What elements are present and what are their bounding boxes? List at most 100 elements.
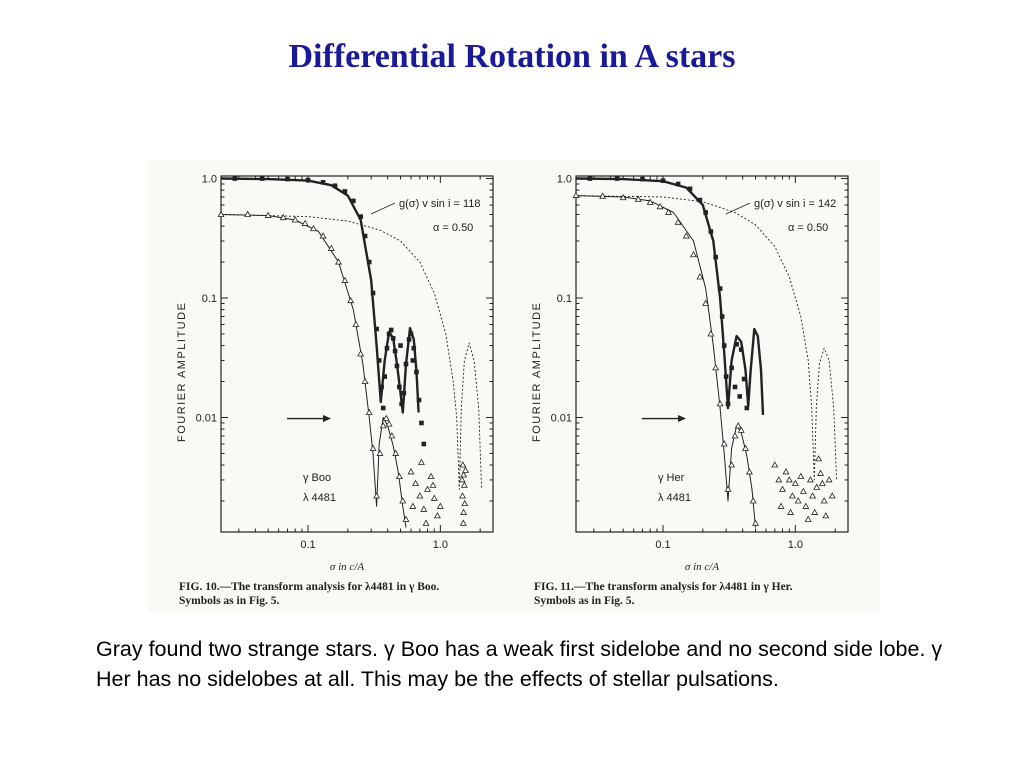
y-axis-label: FOURIER AMPLITUDE: [531, 302, 543, 442]
data-point-triangle: [385, 420, 393, 427]
data-point-triangle: [696, 273, 704, 280]
data-point-triangle: [424, 485, 432, 492]
data-point-triangle: [682, 232, 690, 239]
x-axis-label: σ in c/A: [685, 561, 719, 573]
data-point-square: [640, 176, 645, 182]
data-point-triangle: [279, 213, 287, 221]
data-point-triangle: [742, 444, 749, 451]
data-point-triangle: [752, 519, 759, 526]
data-point-square: [399, 401, 404, 407]
data-point-triangle: [771, 461, 779, 468]
data-point-triangle: [376, 449, 384, 456]
data-point-square: [410, 358, 416, 363]
y-tick-label: 0.01: [551, 412, 572, 424]
data-point-triangle: [407, 468, 415, 475]
data-point-square: [305, 177, 311, 183]
data-point-triangle: [728, 461, 736, 468]
data-point-triangle: [797, 472, 805, 479]
data-point-triangle: [674, 218, 682, 225]
data-point-triangle: [341, 276, 349, 283]
data-point-triangle: [310, 224, 317, 232]
data-point-triangle: [460, 481, 468, 488]
data-point-square: [382, 374, 388, 379]
data-point-triangle: [402, 515, 410, 522]
data-point-triangle: [794, 497, 802, 504]
data-point-square: [719, 314, 725, 319]
data-point-square: [587, 176, 593, 181]
data-point-triangle: [716, 400, 724, 407]
figure-caption-line1: FIG. 10.—The transform analysis for λ448…: [179, 581, 439, 593]
series-line-dashed: [575, 195, 838, 481]
data-point-triangle: [815, 455, 823, 462]
data-point-square: [351, 198, 356, 204]
data-point-triangle: [809, 492, 817, 499]
data-point-triangle: [775, 476, 783, 483]
x-axis-label: σ in c/A: [330, 561, 364, 573]
data-point-triangle: [745, 468, 753, 475]
star-name: γ Boo: [303, 472, 331, 484]
data-point-triangle: [656, 202, 664, 210]
data-point-triangle: [301, 219, 309, 226]
data-point-square: [708, 229, 714, 234]
data-point-square: [320, 179, 326, 185]
data-point-triangle: [646, 198, 654, 205]
data-point-square: [723, 374, 729, 379]
data-point-triangle: [319, 232, 327, 239]
data-point-triangle: [460, 471, 468, 478]
fourier-amplitude-figures: 1.0 0.1 0.01 0.1 1.0 FOURIER AMPLITUDE σ in c/…: [176, 174, 849, 607]
data-point-triangle: [264, 211, 272, 218]
data-point-triangle: [373, 492, 381, 499]
data-point-triangle: [806, 476, 814, 483]
data-point-square: [414, 369, 419, 375]
data-point-square: [285, 176, 290, 182]
data-point-triangle: [599, 192, 607, 199]
data-point-triangle: [785, 476, 793, 483]
data-point-square: [342, 189, 348, 194]
data-point-square: [397, 384, 402, 390]
data-point-square: [232, 176, 238, 181]
data-point-square: [734, 341, 739, 347]
data-point-triangle: [734, 422, 742, 429]
data-point-triangle: [813, 483, 821, 490]
data-point-triangle: [458, 492, 466, 499]
data-point-triangle: [702, 299, 710, 306]
data-point-square: [721, 343, 727, 348]
data-point-square: [392, 348, 398, 354]
data-point-square: [406, 337, 412, 342]
data-point-square: [374, 326, 379, 332]
data-point-square: [332, 183, 338, 189]
data-point-triangle: [802, 502, 810, 509]
series-line-solid-thick: [575, 177, 765, 415]
data-point-square: [416, 397, 422, 403]
data-point-triangle: [462, 466, 470, 473]
plot-frame: [575, 175, 849, 533]
data-point-triangle: [392, 449, 400, 456]
legend-alpha: α = 0.50: [433, 222, 473, 234]
data-point-square: [737, 394, 743, 399]
y-tick-label: 0.01: [196, 412, 217, 424]
legend-vsini: g(σ) v sin i = 118: [399, 198, 480, 210]
data-point-square: [376, 358, 382, 363]
star-wavelength: λ 4481: [303, 492, 336, 504]
data-point-triangle: [665, 208, 672, 215]
data-point-triangle: [420, 505, 428, 512]
data-point-triangle: [787, 508, 795, 515]
data-point-triangle: [433, 512, 441, 519]
data-point-triangle: [731, 432, 739, 439]
data-point-triangle: [825, 476, 833, 483]
data-point-square: [419, 420, 424, 426]
legend-pointer: [370, 202, 396, 215]
figures-scan: 1.0 0.1 0.01 0.1 1.0 FOURIER AMPLITUDE σ in c/…: [148, 160, 880, 612]
data-point-triangle: [460, 508, 468, 515]
data-point-square: [379, 384, 384, 390]
data-point-triangle: [458, 476, 466, 483]
data-point-square: [725, 401, 731, 407]
body-text: Gray found two strange stars. γ Boo has …: [96, 637, 943, 691]
star-wavelength: λ 4481: [658, 492, 691, 504]
data-point-triangle: [436, 502, 444, 509]
data-point-triangle: [335, 258, 342, 265]
legend-vsini: g(σ) v sin i = 142: [754, 198, 836, 210]
data-point-triangle: [365, 408, 373, 415]
data-point-square: [390, 335, 396, 341]
data-point-square: [713, 254, 718, 260]
